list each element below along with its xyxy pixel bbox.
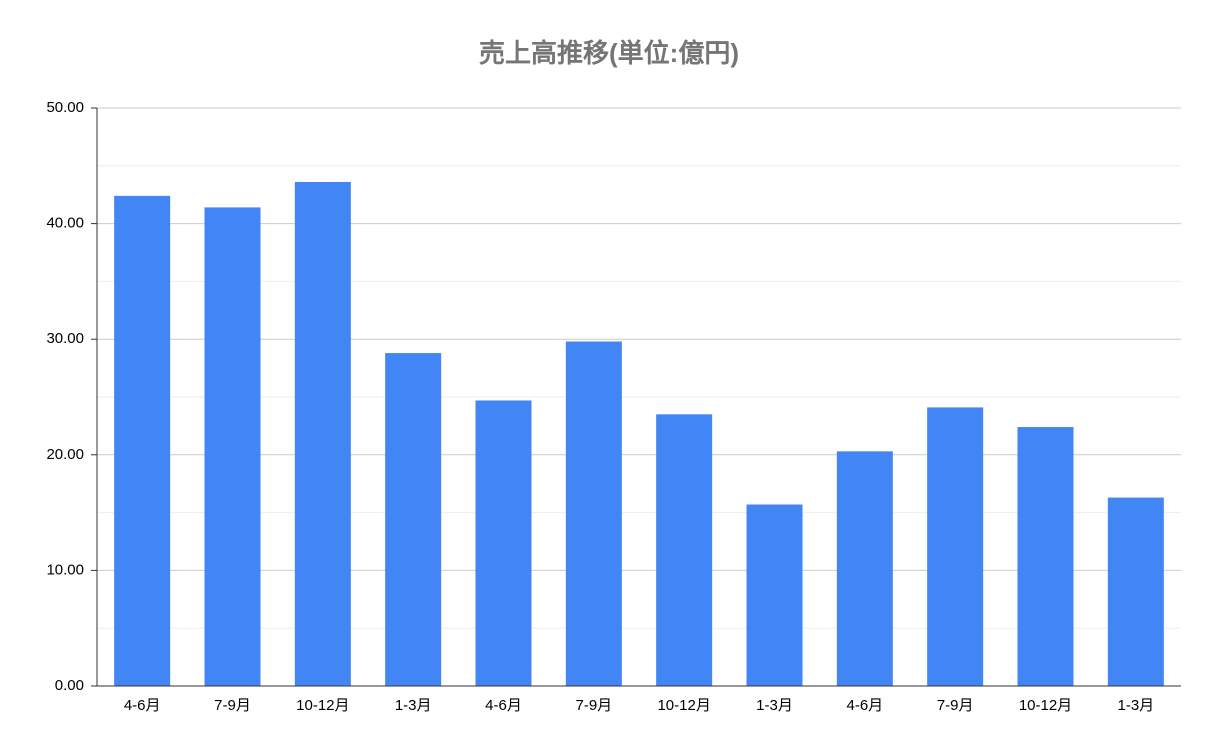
chart-title: 売上高推移(単位:億円) [479,38,739,68]
x-tick-label: 1-3月 [395,697,432,714]
x-tick-label: 1-3月 [1117,697,1154,714]
x-tick-label: 4-6月 [846,697,883,714]
bar [746,504,803,686]
bar [927,407,984,686]
bar [836,451,893,686]
bar [294,181,351,686]
y-tick-label: 50.00 [46,99,84,116]
bar [565,341,622,686]
x-tick-label: 10-12月 [1019,697,1072,714]
x-tick-label: 7-9月 [575,697,612,714]
bar [385,353,442,686]
x-tick-label: 1-3月 [756,697,793,714]
bar [1107,497,1164,686]
x-tick-label: 4-6月 [124,697,161,714]
x-tick-label: 10-12月 [657,697,710,714]
y-tick-label: 40.00 [46,215,84,232]
bar [475,400,532,686]
x-tick-label: 4-6月 [485,697,522,714]
x-tick-label: 7-9月 [214,697,251,714]
y-tick-label: 0.00 [55,677,84,694]
y-tick-label: 10.00 [46,561,84,578]
x-tick-label: 7-9月 [937,697,974,714]
y-tick-label: 30.00 [46,330,84,347]
bar [114,195,171,686]
bar [656,414,713,686]
bar [1017,427,1074,686]
bar [204,207,261,686]
y-tick-label: 20.00 [46,446,84,463]
x-tick-label: 10-12月 [296,697,349,714]
